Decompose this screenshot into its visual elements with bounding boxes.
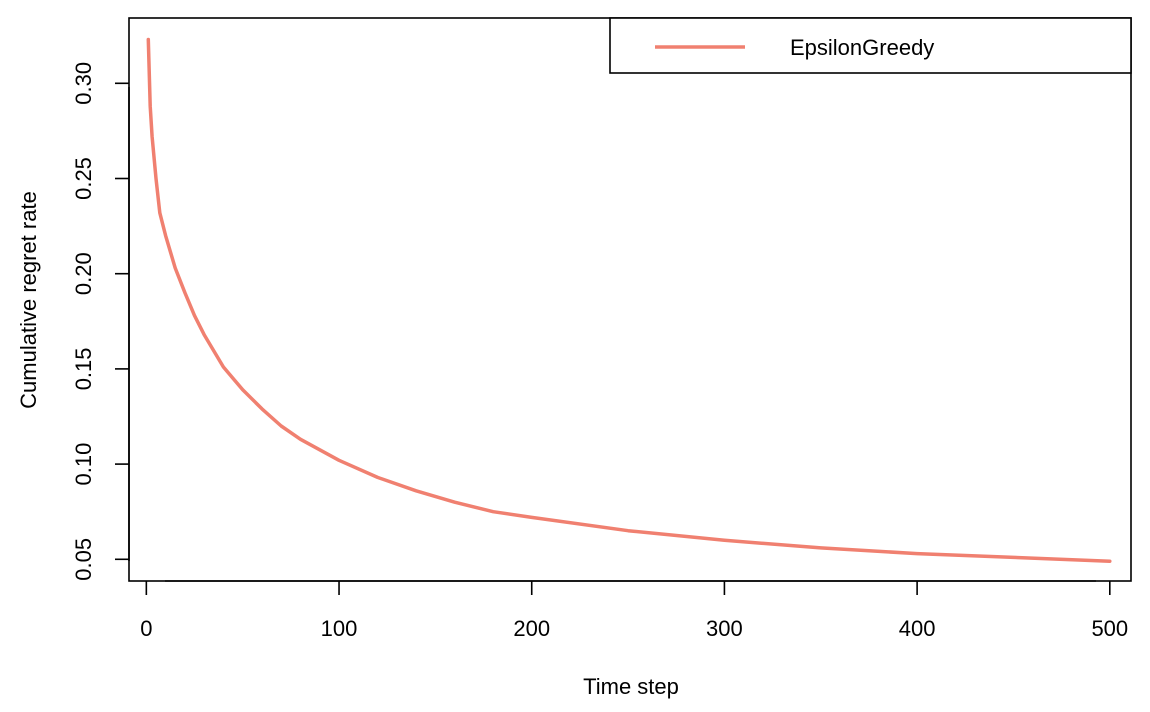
y-axis-title: Cumulative regret rate — [16, 191, 41, 409]
x-tick-label: 300 — [706, 616, 743, 641]
x-axis-title: Time step — [583, 674, 679, 699]
series-layer — [146, 37, 1112, 563]
y-tick-label: 0.30 — [71, 62, 96, 105]
y-tick-label: 0.05 — [71, 538, 96, 581]
y-tick-label: 0.15 — [71, 347, 96, 390]
legend: EpsilonGreedy — [609, 17, 1132, 74]
series-line-epsilongreedy — [146, 37, 1112, 563]
x-tick-label: 0 — [140, 616, 152, 641]
legend-label-epsilongreedy: EpsilonGreedy — [790, 35, 934, 60]
x-tick-label: 400 — [899, 616, 936, 641]
y-tick-label: 0.25 — [71, 157, 96, 200]
x-tick-label: 500 — [1091, 616, 1128, 641]
y-tick-label: 0.20 — [71, 252, 96, 295]
x-tick-label: 100 — [321, 616, 358, 641]
plot-frame — [128, 17, 1132, 582]
y-tick-label: 0.10 — [71, 443, 96, 486]
y-axis-ticks: 0.05 0.10 0.15 0.20 0.25 0.30 — [71, 62, 129, 581]
x-tick-label: 200 — [513, 616, 550, 641]
x-axis-ticks: 0 100 200 300 400 500 — [140, 581, 1128, 641]
